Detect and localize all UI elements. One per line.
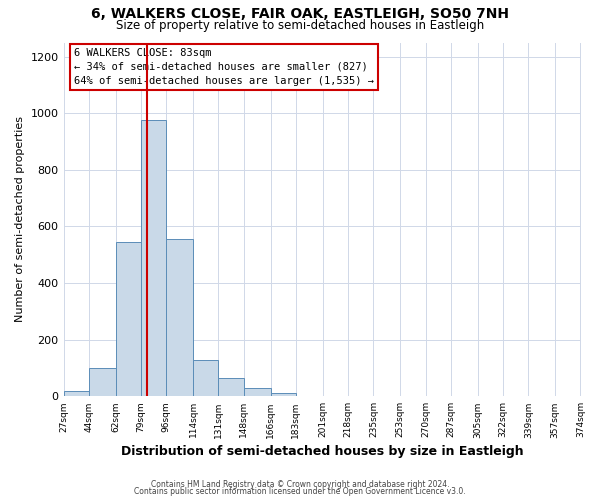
Text: 6, WALKERS CLOSE, FAIR OAK, EASTLEIGH, SO50 7NH: 6, WALKERS CLOSE, FAIR OAK, EASTLEIGH, S… bbox=[91, 8, 509, 22]
Text: 6 WALKERS CLOSE: 83sqm
← 34% of semi-detached houses are smaller (827)
64% of se: 6 WALKERS CLOSE: 83sqm ← 34% of semi-det… bbox=[74, 48, 374, 86]
Bar bbox=[141, 120, 166, 396]
Bar bbox=[166, 239, 193, 396]
Y-axis label: Number of semi-detached properties: Number of semi-detached properties bbox=[15, 116, 25, 322]
Bar bbox=[244, 388, 271, 396]
Text: Contains HM Land Registry data © Crown copyright and database right 2024.: Contains HM Land Registry data © Crown c… bbox=[151, 480, 449, 489]
X-axis label: Distribution of semi-detached houses by size in Eastleigh: Distribution of semi-detached houses by … bbox=[121, 444, 523, 458]
Bar bbox=[64, 390, 89, 396]
Bar bbox=[116, 242, 141, 396]
Text: Size of property relative to semi-detached houses in Eastleigh: Size of property relative to semi-detach… bbox=[116, 19, 484, 32]
Bar bbox=[218, 378, 244, 396]
Text: Contains public sector information licensed under the Open Government Licence v3: Contains public sector information licen… bbox=[134, 487, 466, 496]
Bar bbox=[89, 368, 116, 396]
Bar bbox=[193, 360, 218, 397]
Bar bbox=[271, 393, 296, 396]
